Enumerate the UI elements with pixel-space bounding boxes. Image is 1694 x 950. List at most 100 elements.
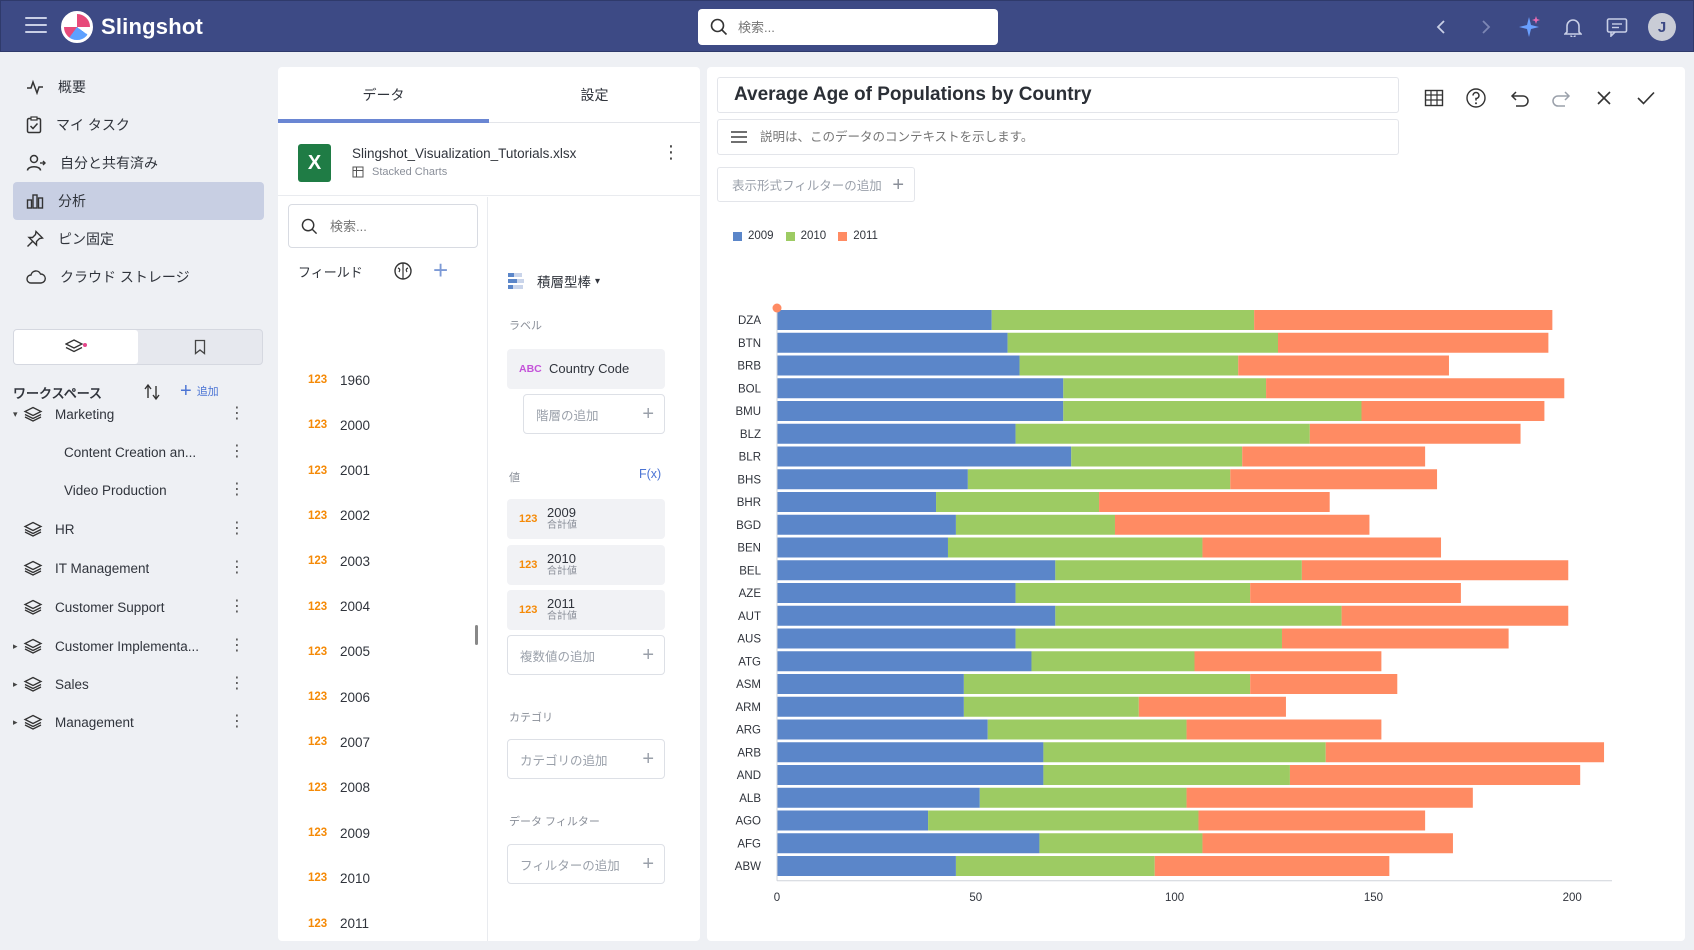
field-item[interactable]: 123 2004 xyxy=(308,592,370,622)
bar-segment[interactable] xyxy=(777,560,1056,581)
add-category-button[interactable]: カテゴリの追加 + xyxy=(507,739,665,779)
bar-segment[interactable] xyxy=(777,628,1016,649)
data-source-file[interactable]: X Slingshot_Visualization_Tutorials.xlsx… xyxy=(278,124,700,196)
bar-segment[interactable] xyxy=(1186,719,1382,740)
bar-segment[interactable] xyxy=(1309,423,1521,444)
bar-segment[interactable] xyxy=(777,765,1044,785)
more-options-icon[interactable]: ⋮ xyxy=(229,675,245,692)
field-item[interactable]: 123 2008 xyxy=(308,773,370,803)
bar-segment[interactable] xyxy=(1015,423,1310,444)
workspace-item[interactable]: ▸ Sales ⋮ xyxy=(13,666,263,702)
field-item[interactable]: 123 2007 xyxy=(308,727,370,757)
bar-segment[interactable] xyxy=(963,674,1251,694)
user-avatar[interactable]: J xyxy=(1648,13,1676,41)
expand-caret-icon[interactable]: ▸ xyxy=(13,678,18,689)
bar-segment[interactable] xyxy=(777,696,964,717)
workspace-item[interactable]: Customer Support ⋮ xyxy=(13,589,263,625)
bar-segment[interactable] xyxy=(777,469,968,490)
bar-segment[interactable] xyxy=(1242,446,1426,467)
bar-segment[interactable] xyxy=(777,674,964,694)
bar-segment[interactable] xyxy=(777,742,1044,763)
bar-segment[interactable] xyxy=(991,310,1255,330)
nav-shared-with-me[interactable]: 自分と共有済み xyxy=(13,144,264,182)
bar-segment[interactable] xyxy=(777,355,1020,376)
tab-data[interactable]: データ xyxy=(278,67,489,123)
bar-segment[interactable] xyxy=(777,446,1072,467)
redo-icon[interactable] xyxy=(1549,85,1575,111)
brain-ai-icon[interactable] xyxy=(393,261,413,281)
bar-segment[interactable] xyxy=(1055,560,1302,581)
bar-segment[interactable] xyxy=(1154,856,1390,876)
bar-segment[interactable] xyxy=(777,310,992,330)
description-input[interactable] xyxy=(760,130,1360,144)
bookmarks-tab[interactable] xyxy=(138,330,262,364)
bar-segment[interactable] xyxy=(1186,787,1473,808)
bar-segment[interactable] xyxy=(1198,810,1426,831)
bar-segment[interactable] xyxy=(1238,355,1449,376)
add-display-filter-button[interactable]: 表示形式フィルターの追加 + xyxy=(717,167,915,202)
selection-handle-dot[interactable] xyxy=(772,303,782,313)
bar-segment[interactable] xyxy=(928,810,1199,831)
tab-settings[interactable]: 設定 xyxy=(580,86,609,103)
table-view-icon[interactable] xyxy=(1421,85,1447,111)
sort-icon[interactable] xyxy=(143,383,161,401)
bar-segment[interactable] xyxy=(1043,765,1290,785)
chart-type-selector[interactable]: 積層型棒 ▾ xyxy=(507,271,600,291)
more-options-icon[interactable]: ⋮ xyxy=(662,142,680,162)
bar-segment[interactable] xyxy=(777,856,956,876)
global-search-input[interactable] xyxy=(738,19,968,35)
visualization-title[interactable]: Average Age of Populations by Country xyxy=(717,77,1399,113)
more-options-icon[interactable]: ⋮ xyxy=(229,713,245,730)
field-item[interactable]: 123 2000 xyxy=(308,410,370,440)
bar-segment[interactable] xyxy=(1099,492,1330,512)
field-item[interactable]: 123 2011 xyxy=(308,909,369,939)
hamburger-menu-icon[interactable] xyxy=(25,17,47,35)
global-search[interactable] xyxy=(698,9,998,45)
workspace-item[interactable]: ▸ Management ⋮ xyxy=(13,704,263,740)
bar-segment[interactable] xyxy=(777,583,1016,603)
value-field-slot[interactable]: 123 2010 合計値 xyxy=(507,544,665,585)
add-workspace-button[interactable]: + 追加 xyxy=(180,381,219,401)
workspace-item[interactable]: ▸ Customer Implementa... ⋮ xyxy=(13,628,263,664)
workspace-item[interactable]: Content Creation an... ⋮ xyxy=(13,434,263,470)
expand-caret-icon[interactable]: ▾ xyxy=(13,408,18,419)
add-filter-button[interactable]: フィルターの追加 + xyxy=(507,844,665,884)
bar-segment[interactable] xyxy=(1250,583,1461,603)
bar-segment[interactable] xyxy=(1254,310,1553,330)
nav-analytics[interactable]: 分析 xyxy=(13,182,264,220)
bar-segment[interactable] xyxy=(777,514,956,535)
field-item[interactable]: 123 2010 xyxy=(308,863,370,893)
legend-item[interactable]: 2010 xyxy=(785,230,826,242)
bar-segment[interactable] xyxy=(1341,605,1569,626)
expand-caret-icon[interactable]: ▸ xyxy=(13,640,18,651)
bar-segment[interactable] xyxy=(1031,651,1195,672)
bar-segment[interactable] xyxy=(1015,583,1251,603)
close-icon[interactable] xyxy=(1591,85,1617,111)
workspaces-tab[interactable] xyxy=(14,330,138,364)
help-icon[interactable] xyxy=(1463,85,1489,111)
more-options-icon[interactable]: ⋮ xyxy=(229,520,245,537)
field-search-input[interactable] xyxy=(330,218,460,234)
bar-segment[interactable] xyxy=(1019,355,1239,376)
bar-segment[interactable] xyxy=(1202,833,1453,854)
field-item[interactable]: 123 2002 xyxy=(308,501,370,531)
undo-icon[interactable] xyxy=(1506,85,1532,111)
bar-segment[interactable] xyxy=(1043,742,1326,763)
fx-formula-button[interactable]: F(x) xyxy=(639,467,662,481)
bar-segment[interactable] xyxy=(777,605,1056,626)
nav-overview[interactable]: 概要 xyxy=(13,68,264,106)
bar-segment[interactable] xyxy=(1007,332,1278,353)
bar-segment[interactable] xyxy=(1015,628,1282,649)
value-field-slot[interactable]: 123 2009 合計値 xyxy=(507,499,665,539)
legend-item[interactable]: 2009 xyxy=(733,230,774,242)
more-options-icon[interactable]: ⋮ xyxy=(229,559,245,576)
confirm-check-icon[interactable] xyxy=(1633,85,1659,111)
bar-segment[interactable] xyxy=(777,332,1008,353)
more-options-icon[interactable]: ⋮ xyxy=(229,443,245,460)
chat-message-icon[interactable] xyxy=(1605,15,1629,39)
bar-segment[interactable] xyxy=(777,810,929,831)
nav-my-tasks[interactable]: マイ タスク xyxy=(13,106,264,144)
bar-segment[interactable] xyxy=(1055,605,1342,626)
bar-segment[interactable] xyxy=(777,423,1016,444)
bar-segment[interactable] xyxy=(936,492,1100,512)
